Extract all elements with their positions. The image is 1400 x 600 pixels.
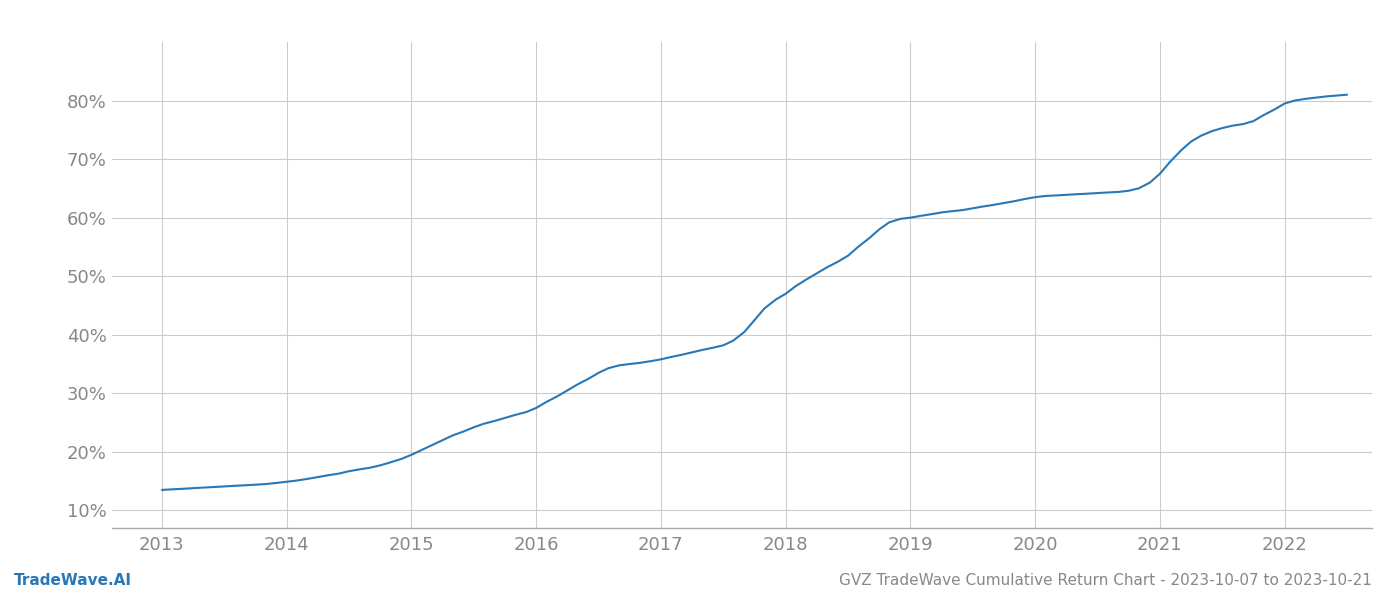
Text: GVZ TradeWave Cumulative Return Chart - 2023-10-07 to 2023-10-21: GVZ TradeWave Cumulative Return Chart - … <box>839 573 1372 588</box>
Text: TradeWave.AI: TradeWave.AI <box>14 573 132 588</box>
